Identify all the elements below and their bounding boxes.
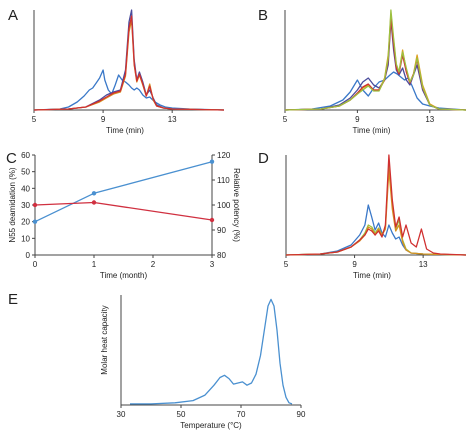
panel-label: B [258,7,268,24]
x-tick-label: 0 [33,260,38,269]
x-tick-label: 2 [151,260,156,269]
series-trace [33,69,225,111]
x-axis-label: Temperature (°C) [180,421,242,430]
panel-a: A 5 9 13 Time (min) [8,7,225,135]
y-tick-label: 30 [21,201,30,210]
panel-d: D 5 9 13 Time (min) [258,150,467,280]
x-tick-label: 5 [32,115,37,124]
series-trace [284,9,467,111]
series-trace [130,298,293,405]
y2-tick-label: 80 [217,251,226,260]
x-tick-label: 9 [355,115,360,124]
x-tick-label: 90 [297,410,306,419]
series-line [34,201,213,221]
x-tick-label: 5 [283,115,288,124]
data-point [32,202,38,208]
y-axis-label: N55 deamidation (%) [8,167,17,242]
panel-label: D [258,150,269,167]
y-tick-label: 20 [21,218,30,227]
x-axis-label: Time (min) [106,126,144,135]
x-tick-label: 70 [237,410,246,419]
data-point [209,217,215,223]
panel-label: A [8,7,18,24]
x-tick-label: 13 [419,260,428,269]
y-tick-label: 40 [21,184,30,193]
series-trace [285,204,467,256]
y2-tick-label: 90 [217,226,226,235]
data-point [91,200,97,205]
y2-tick-label: 110 [217,176,230,185]
series-trace [284,19,467,111]
data-point [32,219,38,224]
panel-label: C [6,150,17,167]
series-line [34,161,213,223]
x-tick-label: 9 [352,260,357,269]
series-trace [285,154,467,256]
y2-tick-label: 100 [217,201,231,210]
series-trace [284,17,467,111]
data-point [209,159,215,164]
y-tick-label: 50 [21,168,30,177]
y-tick-label: 60 [21,151,30,160]
series-trace [284,71,467,111]
series-trace [285,169,467,256]
x-tick-label: 13 [425,115,434,124]
y2-axis-label: Relative potency (%) [232,168,241,242]
x-tick-label: 9 [101,115,106,124]
x-tick-label: 3 [210,260,215,269]
panel-label: E [8,291,18,308]
x-tick-label: 5 [284,260,289,269]
series-trace [284,13,467,111]
x-tick-label: 30 [117,410,126,419]
y-axis-label: Molar heat capacity [100,305,109,374]
x-axis-label: Time (min) [353,271,391,280]
x-axis-label: Time (min) [353,126,391,135]
x-tick-label: 50 [177,410,186,419]
series-trace [285,164,467,256]
series-trace [33,15,225,111]
y-tick-label: 10 [21,234,30,243]
y-tick-label: 0 [26,251,31,260]
y2-tick-label: 120 [217,151,231,160]
panel-b: B 5 9 13 Time (min) [258,7,467,135]
x-tick-label: 13 [168,115,177,124]
panel-e: E 30 50 70 90 Temperature (°C) Molar heat capa… [8,291,306,430]
data-point [91,191,97,196]
x-tick-label: 1 [92,260,97,269]
x-axis-label: Time (month) [100,271,148,280]
